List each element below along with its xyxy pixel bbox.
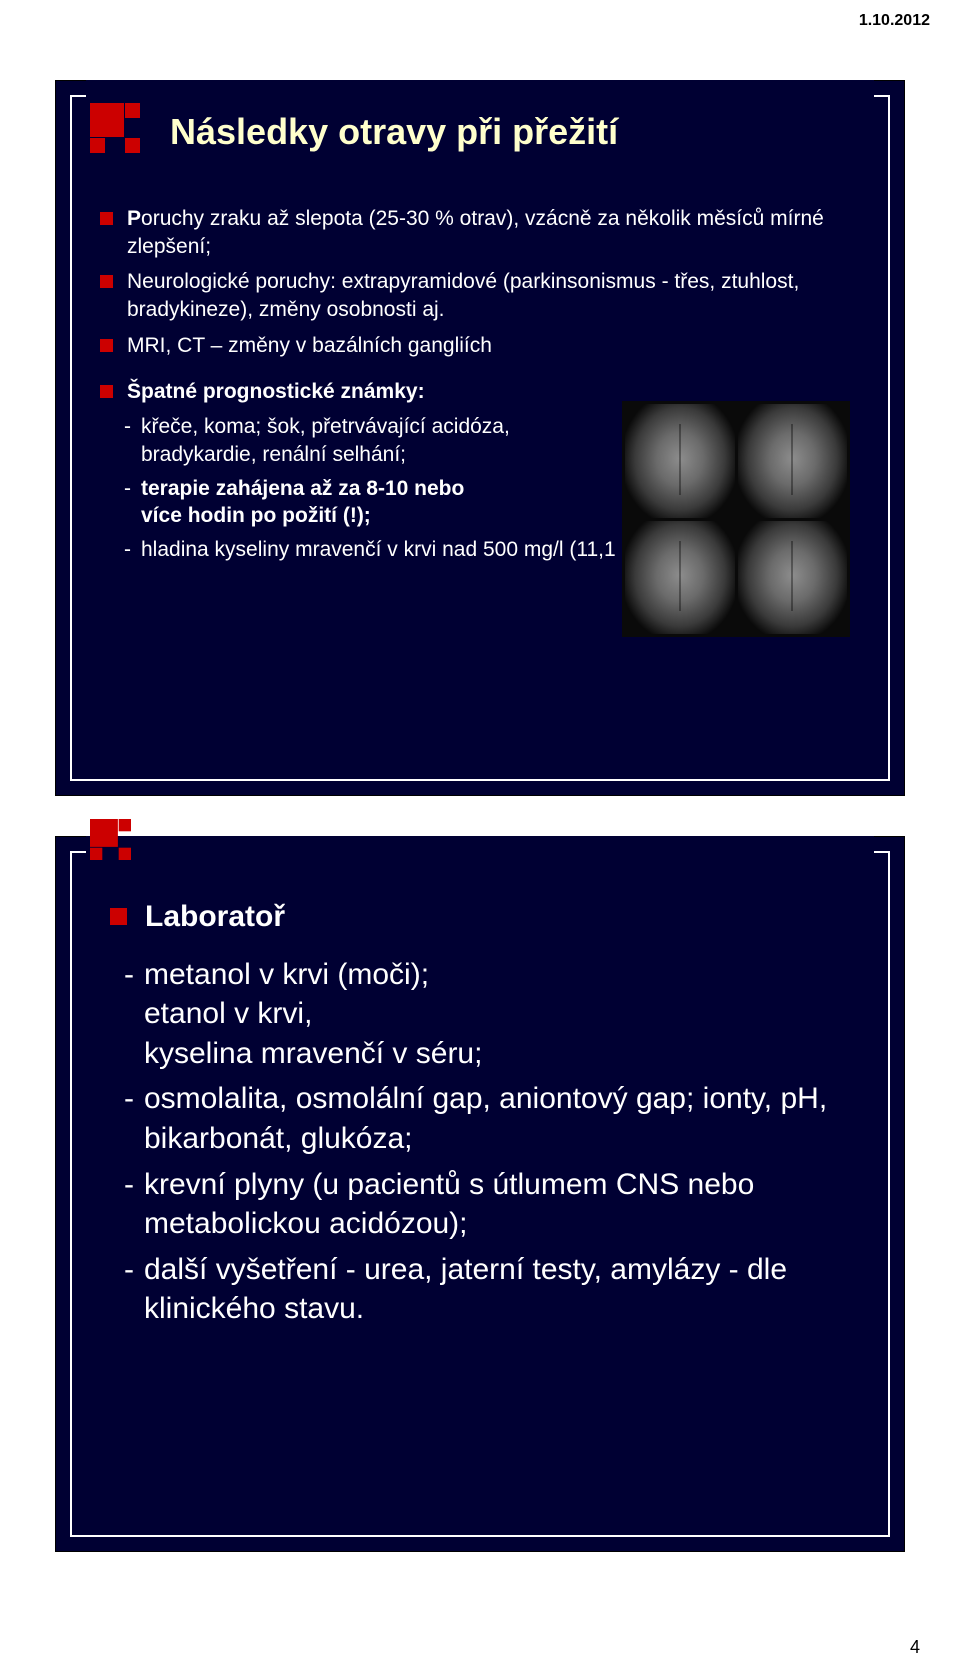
- dash-text: krevní plyny (u pacientů s útlumem CNS n…: [144, 1165, 860, 1244]
- bullet-square-icon: [100, 212, 113, 225]
- bullet-text: MRI, CT – změny v bazálních gangliích: [127, 332, 860, 360]
- dash-marker: -: [124, 413, 131, 441]
- bullet-square-icon: [100, 385, 113, 398]
- dash-text: další vyšetření - urea, jaterní testy, a…: [144, 1250, 860, 1329]
- dash-text: osmolalita, osmolální gap, aniontový gap…: [144, 1079, 860, 1158]
- dash-marker: -: [124, 1250, 134, 1290]
- slide-2-content: Laboratoř - metanol v krvi (moči); etano…: [100, 897, 860, 1531]
- bullet-item: Neurologické poruchy: extrapyramidové (p…: [100, 268, 860, 323]
- brain-scan-icon: [625, 404, 735, 518]
- brain-scan-icon: [738, 521, 848, 635]
- title-ornament-icon: [90, 819, 138, 867]
- brain-scan-icon: [738, 404, 848, 518]
- dash-item: - metanol v krvi (moči); etanol v krvi, …: [124, 955, 860, 1074]
- dash-marker: -: [124, 475, 131, 503]
- dash-item: - další vyšetření - urea, jaterní testy,…: [124, 1250, 860, 1329]
- dash-marker: -: [124, 1079, 134, 1119]
- mri-brain-image: [622, 401, 850, 637]
- dash-item: - krevní plyny (u pacientů s útlumem CNS…: [124, 1165, 860, 1244]
- brain-scan-icon: [625, 521, 735, 635]
- bullet-item: Poruchy zraku až slepota (25-30 % otrav)…: [100, 205, 860, 260]
- slide-title-row: [86, 836, 874, 860]
- dash-text: metanol v krvi (moči); etanol v krvi, ky…: [144, 955, 860, 1074]
- slide-title-row: Následky otravy při přežití: [86, 80, 874, 184]
- dash-marker: -: [124, 1165, 134, 1205]
- dash-marker: -: [124, 536, 131, 564]
- bullet-text: Poruchy zraku až slepota (25-30 % otrav)…: [127, 205, 860, 260]
- slide-2: Laboratoř - metanol v krvi (moči); etano…: [55, 836, 905, 1552]
- slide-title: Následky otravy při přežití: [170, 112, 618, 152]
- slide-1-content: Poruchy zraku až slepota (25-30 % otrav)…: [100, 205, 860, 775]
- bullet-square-icon: [110, 908, 127, 925]
- page-date: 1.10.2012: [859, 12, 930, 30]
- bullet-item: MRI, CT – změny v bazálních gangliích: [100, 332, 860, 360]
- bullet-square-icon: [100, 339, 113, 352]
- title-ornament-icon: [90, 103, 148, 161]
- bullet-item: Laboratoř: [110, 897, 860, 937]
- page-number: 4: [910, 1637, 920, 1658]
- section-heading: Laboratoř: [145, 897, 860, 937]
- dash-marker: -: [124, 955, 134, 995]
- bullet-text: Neurologické poruchy: extrapyramidové (p…: [127, 268, 860, 323]
- dash-item: - osmolalita, osmolální gap, aniontový g…: [124, 1079, 860, 1158]
- slide-1: Následky otravy při přežití Poruchy zrak…: [55, 80, 905, 796]
- bullet-square-icon: [100, 275, 113, 288]
